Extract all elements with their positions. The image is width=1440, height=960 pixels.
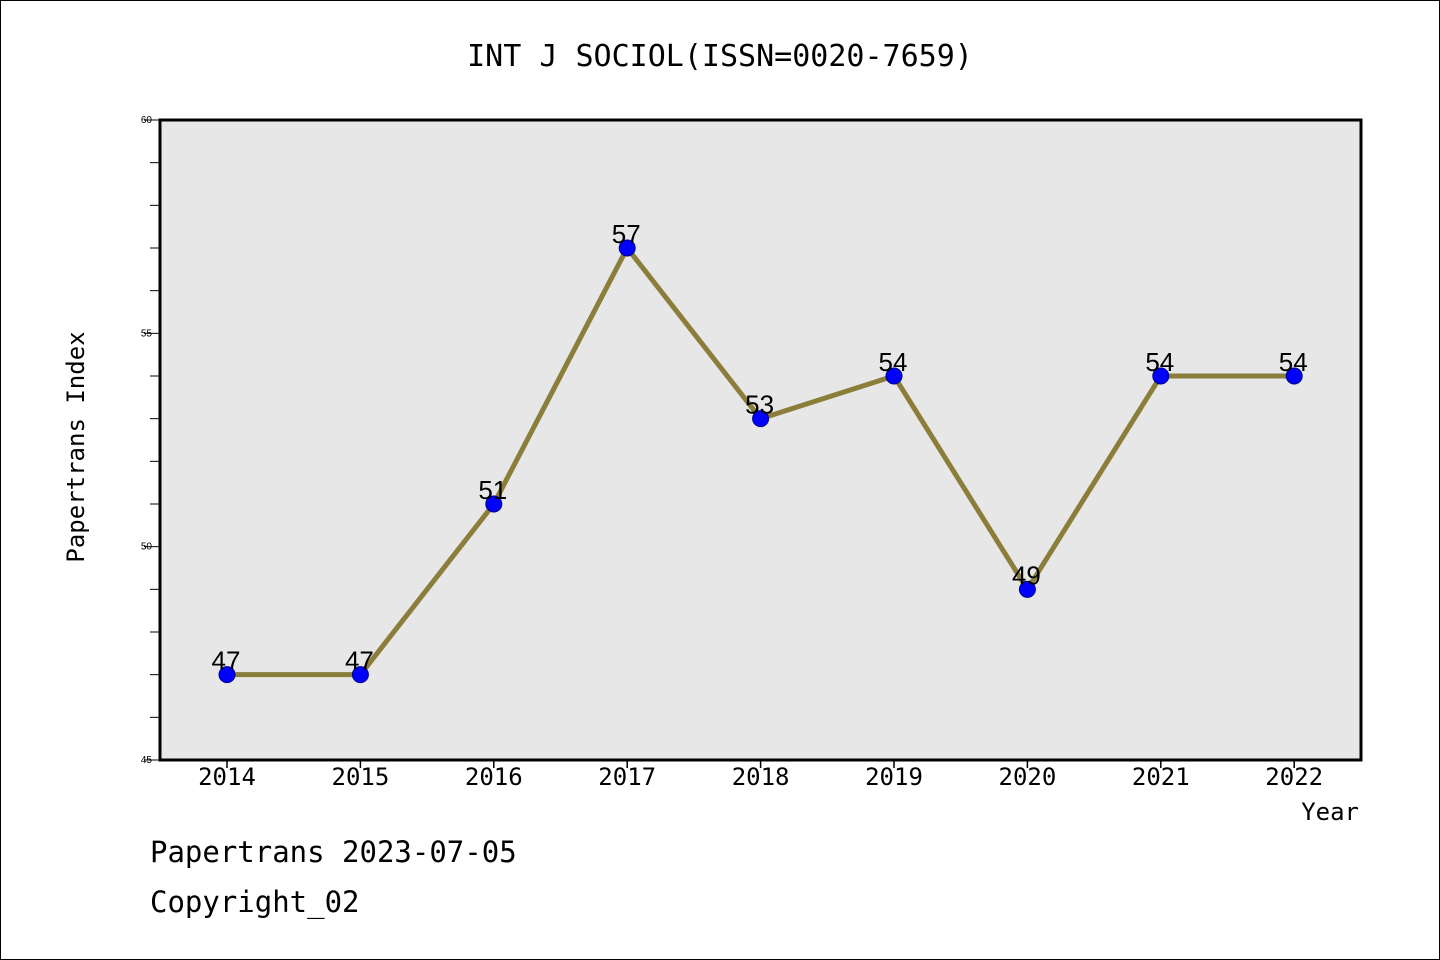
data-point: [885, 367, 903, 385]
x-tick-label: 2021: [1132, 763, 1190, 791]
footer-copyright: Copyright_02: [150, 885, 360, 919]
data-point: [752, 410, 770, 428]
data-label: 47: [345, 646, 374, 676]
data-point: [218, 666, 236, 684]
y-tick-label: 60: [141, 115, 153, 126]
data-point: [1152, 367, 1170, 385]
x-tick-label: 2017: [598, 763, 656, 791]
data-point: [1018, 580, 1036, 598]
data-label: 47: [212, 646, 241, 676]
data-point: [618, 239, 636, 257]
x-axis: 2014 2015 2016 2017 2018 2019 2020 2021 2022: [198, 760, 1323, 791]
series-line: 47 47 51 57 53 54 49 54 54: [212, 219, 1308, 684]
y-tick-label: 50: [141, 542, 153, 553]
x-tick-label: 2018: [732, 763, 790, 791]
x-axis-label: Year: [1301, 798, 1359, 826]
data-label: 54: [879, 347, 908, 377]
y-tick-label: 55: [141, 328, 153, 339]
y-axis: 45 50 55 60: [141, 115, 160, 766]
data-label: 54: [1145, 347, 1174, 377]
data-point: [1285, 367, 1303, 385]
x-tick-label: 2020: [999, 763, 1057, 791]
y-axis-label: Papertrans Index: [62, 331, 90, 562]
plot-area: [160, 120, 1361, 760]
x-tick-label: 2015: [332, 763, 390, 791]
data-label: 57: [612, 219, 641, 249]
x-tick-label: 2014: [198, 763, 256, 791]
data-point: [351, 666, 369, 684]
x-tick-label: 2016: [465, 763, 523, 791]
footer-date: Papertrans 2023-07-05: [150, 835, 517, 869]
data-label: 53: [745, 390, 774, 420]
data-label: 51: [478, 475, 507, 505]
data-label: 49: [1012, 560, 1041, 590]
x-tick-label: 2022: [1265, 763, 1323, 791]
y-tick-label: 45: [141, 755, 153, 766]
x-tick-label: 2019: [865, 763, 923, 791]
chart-title: INT J SOCIOL(ISSN=0020-7659): [467, 39, 973, 74]
data-label: 54: [1279, 347, 1308, 377]
data-point: [485, 495, 503, 513]
plot-border: [158, 118, 1363, 762]
